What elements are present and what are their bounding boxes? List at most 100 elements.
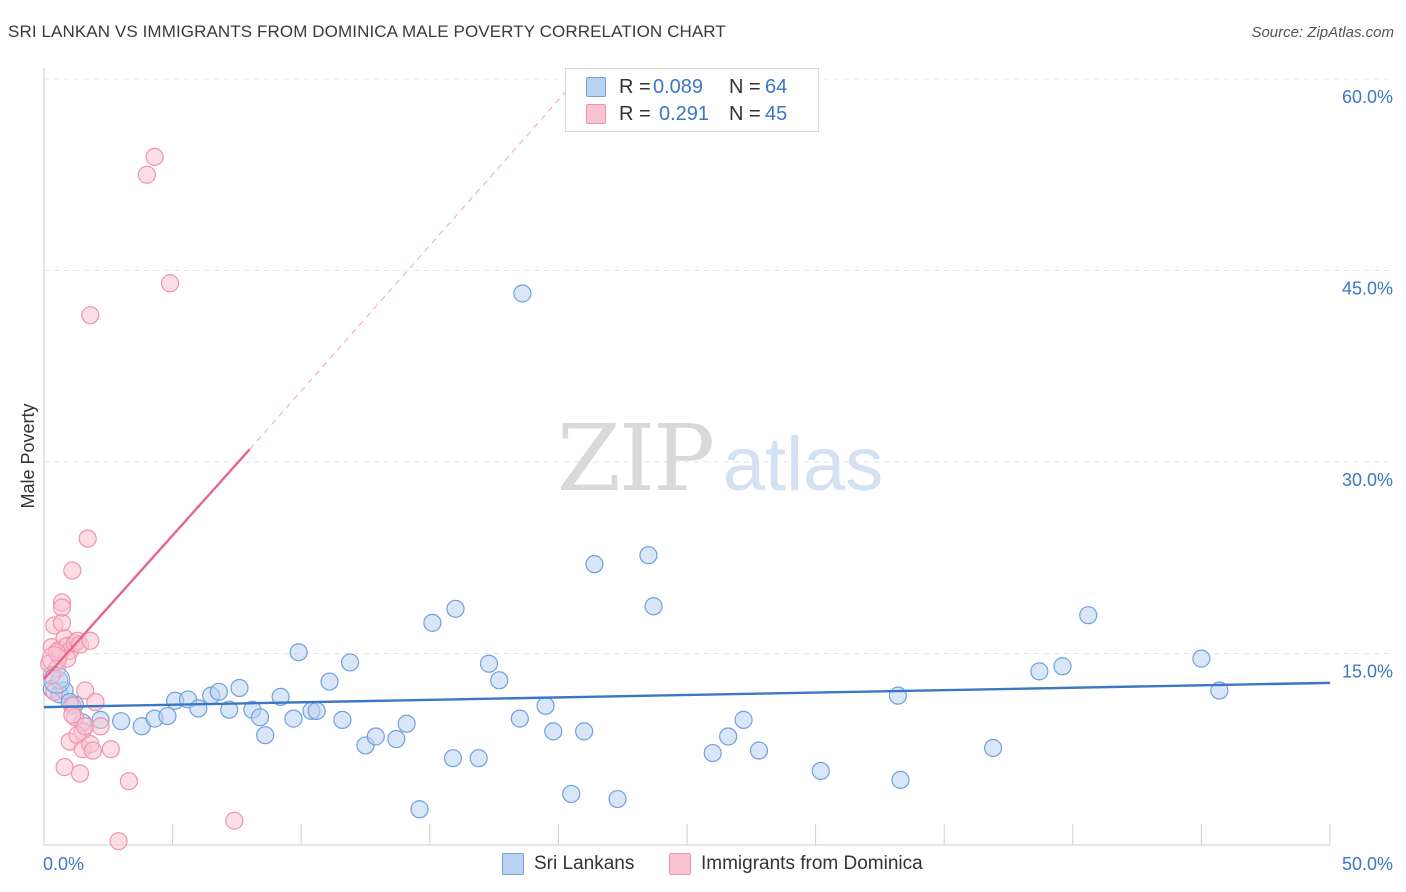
chart-title: SRI LANKAN VS IMMIGRANTS FROM DOMINICA M…	[8, 22, 726, 41]
legend-row-sri-lankans: R = 0.089 N = 64	[586, 75, 787, 99]
x-tick-label-max: 50.0%	[1342, 854, 1393, 874]
legend-r-label: R =	[619, 75, 651, 98]
point-dominica	[52, 613, 72, 632]
axis-labels: Male Poverty 0.0% 50.0% 15.0% 30.0% 45.0% 6…	[18, 87, 1393, 874]
point-sri-lankans	[811, 761, 830, 781]
point-sri-lankans	[387, 729, 406, 749]
y-tick-label: 30.0%	[1342, 470, 1393, 490]
point-dominica	[225, 811, 244, 830]
point-sri-lankans	[1079, 606, 1098, 625]
point-dominica	[137, 165, 156, 184]
gridlines	[44, 78, 1394, 654]
point-sri-lankans	[230, 678, 249, 698]
chart-source: Source: ZipAtlas.com	[1251, 24, 1394, 41]
point-dominica	[160, 274, 180, 293]
point-dominica	[119, 772, 138, 791]
point-sri-lankans	[284, 709, 303, 728]
point-sri-lankans	[469, 749, 488, 768]
point-sri-lankans	[983, 738, 1003, 758]
point-sri-lankans	[340, 653, 360, 672]
legend-row-dominica: R = 0.291 N = 45	[586, 102, 787, 126]
y-tick-label: 60.0%	[1342, 87, 1393, 107]
point-sri-lankans	[536, 696, 555, 715]
point-sri-lankans	[562, 784, 581, 804]
point-sri-lankans	[333, 710, 352, 729]
point-dominica	[63, 561, 82, 580]
point-dominica	[101, 740, 120, 759]
series-swatch-pink	[669, 853, 691, 875]
point-sri-lankans	[1053, 657, 1072, 676]
point-dominica	[109, 832, 128, 851]
point-sri-lankans	[250, 708, 270, 727]
series-legend-dominica: Immigrants from Dominica	[669, 852, 923, 876]
y-axis-title: Male Poverty	[18, 403, 38, 508]
watermark-zip: ZIP	[557, 405, 713, 512]
point-sri-lankans	[307, 701, 326, 721]
point-sri-lankans	[719, 727, 738, 746]
point-sri-lankans	[209, 682, 228, 701]
y-tick-label: 45.0%	[1342, 279, 1393, 299]
point-sri-lankans	[256, 726, 275, 745]
trend-lines	[43, 84, 1331, 709]
point-sri-lankans	[1210, 681, 1229, 700]
point-sri-lankans	[1192, 649, 1211, 668]
series-name: Immigrants from Dominica	[701, 853, 923, 874]
point-sri-lankans	[749, 741, 769, 760]
point-sri-lankans	[490, 671, 509, 690]
point-dominica	[78, 529, 97, 548]
point-dominica	[47, 643, 66, 662]
point-sri-lankans	[510, 709, 529, 728]
trend-line-sri-lankans	[43, 681, 1331, 709]
legend-r-value: 0.291	[659, 102, 710, 125]
series-name: Sri Lankans	[534, 853, 635, 874]
legend-swatch-blue	[586, 77, 606, 97]
point-sri-lankans	[1030, 662, 1049, 681]
point-sri-lankans	[608, 789, 627, 809]
trend-line-dominica	[43, 448, 251, 680]
series-swatch-blue	[502, 853, 524, 875]
point-dominica	[86, 692, 105, 712]
point-sri-lankans	[513, 284, 532, 303]
axes	[43, 68, 1331, 846]
legend-n-label: N =	[729, 75, 761, 98]
point-sri-lankans	[891, 770, 910, 789]
point-sri-lankans	[289, 643, 308, 662]
series-legend-sri-lankans: Sri Lankans	[502, 852, 634, 876]
point-sri-lankans	[410, 800, 429, 819]
watermark: ZIP atlas	[557, 405, 883, 512]
point-sri-lankans	[423, 613, 442, 632]
point-dominica	[70, 764, 90, 783]
correlation-legend: R = 0.089 N = 64 R = 0.291 N = 45	[565, 68, 819, 132]
point-sri-lankans	[397, 714, 416, 733]
legend-n-value: 45	[765, 102, 788, 125]
point-dominica	[63, 705, 82, 724]
legend-r-value: 0.089	[653, 75, 704, 98]
point-sri-lankans	[479, 654, 499, 673]
point-sri-lankans	[220, 700, 239, 719]
x-tick-label-min: 0.0%	[43, 854, 84, 874]
point-sri-lankans	[703, 743, 722, 763]
point-sri-lankans	[888, 686, 908, 705]
point-dominica	[81, 306, 100, 325]
point-dominica	[91, 717, 110, 736]
point-dominica	[83, 741, 102, 760]
legend-swatch-pink	[586, 104, 606, 124]
point-sri-lankans	[734, 710, 753, 729]
legend-r-label: R =	[619, 102, 651, 125]
point-dominica	[81, 631, 100, 650]
point-sri-lankans	[585, 555, 604, 574]
point-dominica	[76, 681, 95, 700]
point-sri-lankans	[271, 687, 290, 707]
point-dominica-cluster	[41, 646, 67, 672]
data-points	[40, 147, 1229, 851]
point-sri-lankans	[320, 672, 339, 691]
legend-n-value: 64	[765, 75, 788, 98]
y-tick-label: 15.0%	[1342, 662, 1393, 682]
watermark-atlas: atlas	[723, 422, 884, 507]
point-dominica	[55, 758, 74, 777]
point-sri-lankans	[366, 727, 385, 746]
point-dominica	[145, 147, 164, 166]
point-sri-lankans	[644, 597, 663, 616]
point-dominica	[52, 598, 72, 617]
